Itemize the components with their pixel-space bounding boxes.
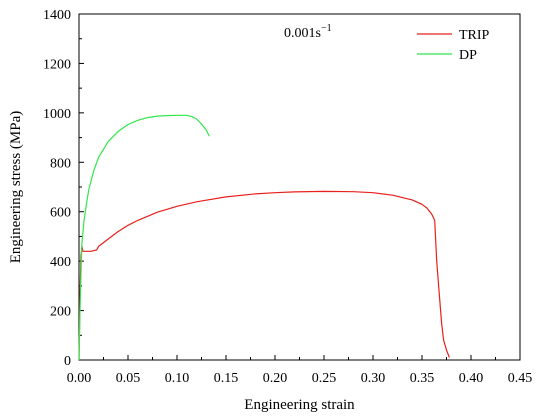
legend-label-trip: TRIP (459, 28, 490, 43)
strain-rate-annotation-exponent: −1 (321, 23, 332, 34)
x-tick-label: 0.40 (459, 371, 484, 386)
y-tick-label: 800 (50, 156, 71, 171)
series-line-dp (78, 114, 210, 361)
strain-rate-annotation-base: 0.001s (284, 26, 321, 41)
legend-label-dp: DP (459, 48, 477, 63)
y-tick-label: 200 (50, 305, 71, 320)
legend: TRIP DP (417, 28, 490, 63)
x-axis-ticks: 0.00 0.05 0.10 0.15 0.20 0.25 0.30 0.35 0.40 0.45 (67, 355, 533, 386)
y-tick-label: 1200 (43, 57, 71, 72)
y-tick-label: 400 (50, 255, 71, 270)
x-tick-label: 0.35 (410, 371, 435, 386)
y-tick-label: 1400 (43, 8, 71, 23)
x-tick-label: 0.20 (263, 371, 288, 386)
y-axis-ticks: 0 200 400 600 800 1000 1200 1400 (43, 8, 84, 369)
strain-rate-annotation: 0.001s−1 (284, 23, 332, 41)
y-tick-label: 0 (64, 354, 71, 369)
y-tick-label: 600 (50, 206, 71, 221)
series-line-trip (78, 190, 450, 361)
y-tick-label: 1000 (43, 107, 71, 122)
y-axis-label: Engineering stress (MPa) (8, 111, 24, 263)
x-tick-label: 0.15 (214, 371, 239, 386)
x-tick-label: 0.25 (312, 371, 337, 386)
series-layer (78, 114, 450, 361)
x-tick-label: 0.00 (67, 371, 92, 386)
x-tick-label: 0.30 (361, 371, 386, 386)
x-tick-label: 0.05 (116, 371, 141, 386)
x-tick-label: 0.45 (508, 371, 533, 386)
x-tick-label: 0.10 (165, 371, 190, 386)
x-axis-label: Engineering strain (244, 397, 355, 413)
